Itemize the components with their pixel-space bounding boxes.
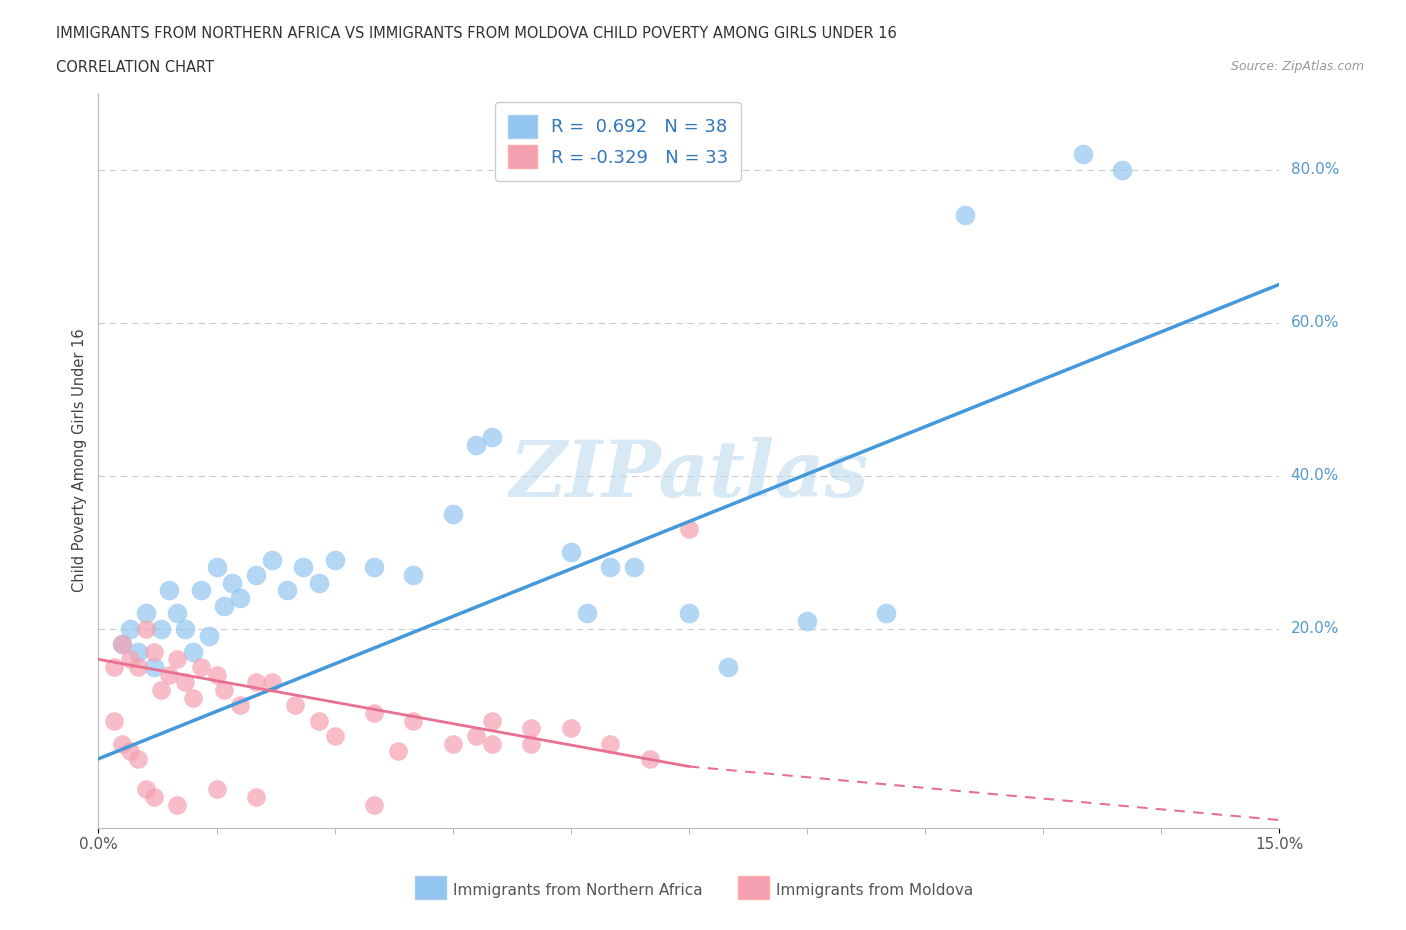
Point xyxy=(308,713,330,728)
Text: 80.0%: 80.0% xyxy=(1291,162,1339,177)
Point xyxy=(166,606,188,621)
Point xyxy=(118,744,141,759)
Text: Source: ZipAtlas.com: Source: ZipAtlas.com xyxy=(1230,60,1364,73)
Point xyxy=(127,751,149,766)
Point xyxy=(260,675,283,690)
Point xyxy=(174,621,197,636)
Point xyxy=(205,667,228,682)
Point xyxy=(135,782,157,797)
Point xyxy=(118,621,141,636)
Point xyxy=(111,637,134,652)
Point xyxy=(205,782,228,797)
Text: Immigrants from Moldova: Immigrants from Moldova xyxy=(776,883,973,897)
Point xyxy=(142,659,165,674)
Point xyxy=(214,598,236,613)
Point xyxy=(127,644,149,659)
Point xyxy=(363,560,385,575)
Point xyxy=(560,721,582,736)
Point xyxy=(157,583,180,598)
Point xyxy=(103,659,125,674)
Point xyxy=(599,560,621,575)
Point xyxy=(1111,162,1133,177)
Point xyxy=(150,621,173,636)
Point xyxy=(205,560,228,575)
Point xyxy=(157,667,180,682)
Point xyxy=(260,552,283,567)
Point xyxy=(441,507,464,522)
Point xyxy=(142,644,165,659)
Legend: R =  0.692   N = 38, R = -0.329   N = 33: R = 0.692 N = 38, R = -0.329 N = 33 xyxy=(495,102,741,181)
Point xyxy=(575,606,598,621)
Point xyxy=(284,698,307,712)
Point xyxy=(796,614,818,629)
Point xyxy=(190,659,212,674)
Point xyxy=(387,744,409,759)
Point xyxy=(292,560,315,575)
Point xyxy=(142,790,165,804)
Point xyxy=(481,430,503,445)
Point xyxy=(953,208,976,223)
Point xyxy=(323,552,346,567)
Point xyxy=(481,736,503,751)
Text: ZIPatlas: ZIPatlas xyxy=(509,437,869,513)
Text: 40.0%: 40.0% xyxy=(1291,468,1339,484)
Point xyxy=(118,652,141,667)
Point xyxy=(221,576,243,591)
Point xyxy=(402,567,425,582)
Point xyxy=(245,790,267,804)
Point xyxy=(402,713,425,728)
Point xyxy=(481,713,503,728)
Point xyxy=(520,736,543,751)
Point xyxy=(363,797,385,812)
Point xyxy=(623,560,645,575)
Point xyxy=(1071,147,1094,162)
Point xyxy=(181,690,204,705)
Text: 60.0%: 60.0% xyxy=(1291,315,1339,330)
Point xyxy=(520,721,543,736)
Point xyxy=(166,652,188,667)
Point xyxy=(245,567,267,582)
Point xyxy=(181,644,204,659)
Point xyxy=(214,683,236,698)
Point xyxy=(103,713,125,728)
Text: 20.0%: 20.0% xyxy=(1291,621,1339,636)
Point xyxy=(150,683,173,698)
Point xyxy=(229,698,252,712)
Point xyxy=(441,736,464,751)
Point xyxy=(276,583,298,598)
Point xyxy=(678,606,700,621)
Point xyxy=(638,751,661,766)
Point xyxy=(190,583,212,598)
Point xyxy=(229,591,252,605)
Text: CORRELATION CHART: CORRELATION CHART xyxy=(56,60,214,75)
Point xyxy=(111,637,134,652)
Point xyxy=(465,438,488,453)
Point xyxy=(465,728,488,743)
Point xyxy=(135,606,157,621)
Point xyxy=(875,606,897,621)
Point xyxy=(197,629,219,644)
Text: Immigrants from Northern Africa: Immigrants from Northern Africa xyxy=(453,883,703,897)
Point xyxy=(174,675,197,690)
Point xyxy=(560,545,582,560)
Point xyxy=(166,797,188,812)
Point xyxy=(135,621,157,636)
Point xyxy=(363,706,385,721)
Point xyxy=(308,576,330,591)
Point xyxy=(323,728,346,743)
Point xyxy=(245,675,267,690)
Point xyxy=(678,522,700,537)
Point xyxy=(127,659,149,674)
Point xyxy=(111,736,134,751)
Point xyxy=(717,659,740,674)
Point xyxy=(599,736,621,751)
Y-axis label: Child Poverty Among Girls Under 16: Child Poverty Among Girls Under 16 xyxy=(72,328,87,592)
Text: IMMIGRANTS FROM NORTHERN AFRICA VS IMMIGRANTS FROM MOLDOVA CHILD POVERTY AMONG G: IMMIGRANTS FROM NORTHERN AFRICA VS IMMIG… xyxy=(56,26,897,41)
